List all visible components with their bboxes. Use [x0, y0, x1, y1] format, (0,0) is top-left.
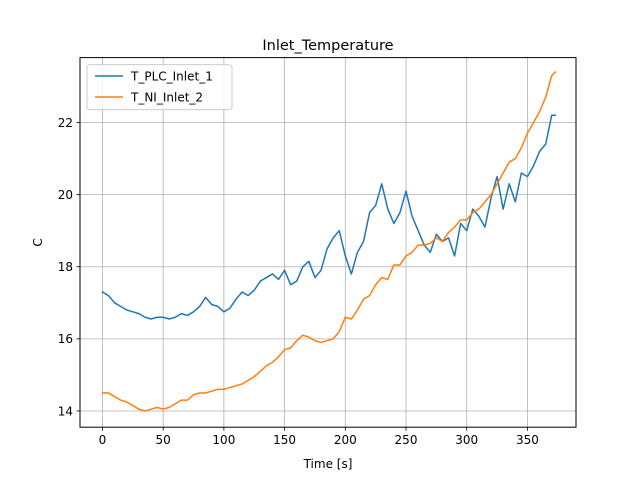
chart-title: Inlet_Temperature: [262, 38, 393, 54]
plot-area-frame: [79, 57, 577, 428]
y-tick-label: 14: [58, 404, 73, 418]
x-tick-label: 250: [395, 433, 418, 447]
y-tick-label: 20: [58, 188, 73, 202]
legend: T_PLC_Inlet_1 T_NI_Inlet_2: [86, 64, 233, 111]
y-tick-label: 18: [58, 260, 73, 274]
x-tick-label: 350: [516, 433, 539, 447]
series-line-t-plc-inlet-1: [101, 114, 557, 320]
x-tick-label: 0: [99, 433, 107, 447]
x-axis-label: Time [s]: [303, 457, 353, 471]
x-tick-label: 50: [156, 433, 171, 447]
series-line-t-ni-inlet-2: [101, 70, 557, 412]
y-tick-label: 22: [58, 116, 73, 130]
legend-label-t-ni-inlet-2: T_NI_Inlet_2: [130, 91, 203, 105]
axis-ticks: 0 50 100 150 200 250 300 350 14 16 18 20 22: [58, 116, 539, 447]
legend-box: [86, 64, 233, 111]
x-tick-label: 200: [334, 433, 357, 447]
x-tick-label: 150: [273, 433, 296, 447]
legend-label-t-plc-inlet-1: T_PLC_Inlet_1: [130, 70, 213, 84]
x-tick-label: 100: [212, 433, 235, 447]
series-lines: [101, 70, 557, 412]
y-axis-label: C: [31, 238, 45, 246]
gridlines: [80, 57, 576, 428]
x-tick-label: 300: [455, 433, 478, 447]
y-tick-label: 16: [58, 332, 73, 346]
